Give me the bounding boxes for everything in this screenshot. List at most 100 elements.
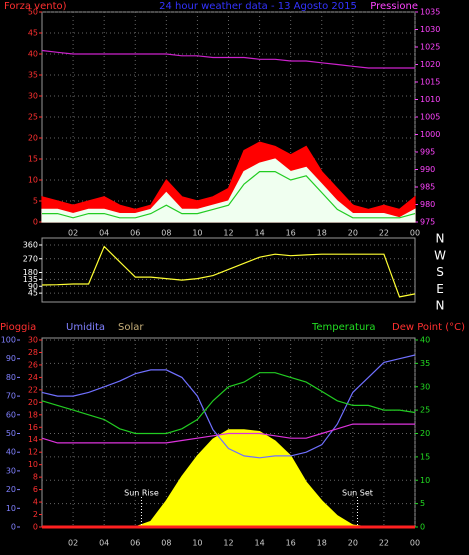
y-tick-label: 80	[6, 373, 16, 382]
y-tick-label: 22	[28, 385, 38, 394]
x-tick-label: 04	[99, 539, 109, 548]
y-tick-label: 20	[28, 134, 38, 143]
x-tick-label: 02	[68, 229, 78, 238]
x-tick-label: 06	[130, 539, 140, 548]
y-tick-label: 15	[28, 155, 38, 164]
y-tick-label: 4	[33, 498, 38, 507]
y-tick-label: 30	[28, 336, 38, 345]
y-tick-label: 5	[420, 499, 425, 508]
y-tick-label: 28	[28, 348, 38, 357]
y-tick-label: 980	[420, 200, 435, 209]
y-tick-label: 1005	[420, 113, 440, 122]
y-tick-label: 8	[33, 473, 38, 482]
x-tick-label: 00	[410, 539, 420, 548]
y-tick-label: 90	[28, 282, 38, 291]
area	[42, 429, 415, 528]
y-tick-label: 990	[420, 165, 435, 174]
x-tick-label: 12	[223, 229, 233, 238]
axis-label: Forza vento)	[4, 1, 67, 12]
y-tick-label: 50	[6, 429, 16, 438]
y-tick-label: 25	[28, 113, 38, 122]
annotation: Sun Rise	[124, 489, 159, 498]
y-tick-label: 1025	[420, 43, 440, 52]
line	[41, 354, 416, 459]
x-tick-label: 06	[130, 229, 140, 238]
y-tick-label: 6	[33, 485, 38, 494]
x-tick-label: 00	[410, 229, 420, 238]
y-tick-label: 20	[420, 429, 430, 438]
y-tick-label: 30	[28, 92, 38, 101]
y-tick-label: 25	[420, 406, 430, 415]
line	[41, 423, 415, 444]
y-tick-label: 360	[23, 241, 38, 250]
area	[41, 158, 416, 223]
x-tick-label: 16	[286, 539, 296, 548]
compass-label: E	[436, 282, 444, 296]
y-tick-label: 15	[420, 452, 430, 461]
y-tick-label: 1000	[420, 130, 440, 139]
y-tick-label: 40	[28, 50, 38, 59]
y-tick-label: 10	[420, 476, 430, 485]
y-tick-label: 30	[6, 466, 16, 475]
legend-label: Umidita	[66, 322, 105, 333]
y-tick-label: 0	[33, 218, 38, 227]
x-tick-label: 02	[68, 539, 78, 548]
y-tick-label: 24	[28, 373, 38, 382]
y-tick-label: 2	[33, 510, 38, 519]
panel-frame	[41, 237, 416, 303]
legend-label: Dew Point (°C)	[392, 322, 465, 333]
chart-title: 24 hour weather data - 13 Agosto 2015	[159, 1, 357, 12]
legend-label: Solar	[118, 322, 144, 333]
x-tick-label: 08	[161, 229, 171, 238]
y-tick-label: 10	[28, 176, 38, 185]
y-tick-label: 1030	[420, 25, 440, 34]
y-tick-label: 70	[6, 392, 16, 401]
x-tick-label: 22	[379, 229, 389, 238]
x-tick-label: 10	[192, 539, 202, 548]
line	[42, 171, 416, 219]
y-tick-label: 26	[28, 360, 38, 369]
y-tick-label: 35	[28, 71, 38, 80]
x-tick-label: 08	[161, 539, 171, 548]
y-tick-label: 18	[28, 410, 38, 419]
x-tick-label: 12	[223, 539, 233, 548]
y-tick-label: 16	[28, 423, 38, 432]
y-tick-label: 10	[28, 460, 38, 469]
y-tick-label: 0	[11, 523, 16, 532]
y-tick-label: 1015	[420, 78, 440, 87]
line	[41, 372, 416, 435]
y-tick-label: 90	[6, 354, 16, 363]
y-tick-label: 1010	[420, 95, 440, 104]
y-tick-label: 40	[6, 448, 16, 457]
x-tick-label: 16	[286, 229, 296, 238]
x-tick-label: 22	[379, 539, 389, 548]
axis-label: Pressione	[370, 1, 418, 12]
y-tick-label: 20	[6, 485, 16, 494]
y-tick-label: 135	[23, 275, 38, 284]
annotation: Sun Set	[342, 489, 373, 498]
y-tick-label: 45	[28, 29, 38, 38]
y-tick-label: 14	[28, 435, 38, 444]
y-tick-label: 100	[1, 336, 16, 345]
line	[41, 49, 415, 69]
y-tick-label: 1035	[420, 8, 440, 17]
x-tick-label: 04	[99, 229, 109, 238]
y-tick-label: 60	[6, 410, 16, 419]
y-tick-label: 995	[420, 148, 435, 157]
compass-label: N	[436, 299, 445, 313]
y-tick-label: 10	[6, 504, 16, 513]
y-tick-label: 5	[33, 197, 38, 206]
y-tick-label: 985	[420, 183, 435, 192]
y-tick-label: 20	[28, 398, 38, 407]
y-tick-label: 12	[28, 448, 38, 457]
compass-label: S	[436, 265, 444, 279]
y-tick-label: 0	[33, 523, 38, 532]
x-tick-label: 18	[317, 539, 327, 548]
y-tick-label: 40	[420, 336, 430, 345]
x-tick-label: 14	[254, 539, 264, 548]
x-tick-label: 10	[192, 229, 202, 238]
y-tick-label: 30	[420, 382, 430, 391]
compass-label: N	[436, 232, 445, 246]
